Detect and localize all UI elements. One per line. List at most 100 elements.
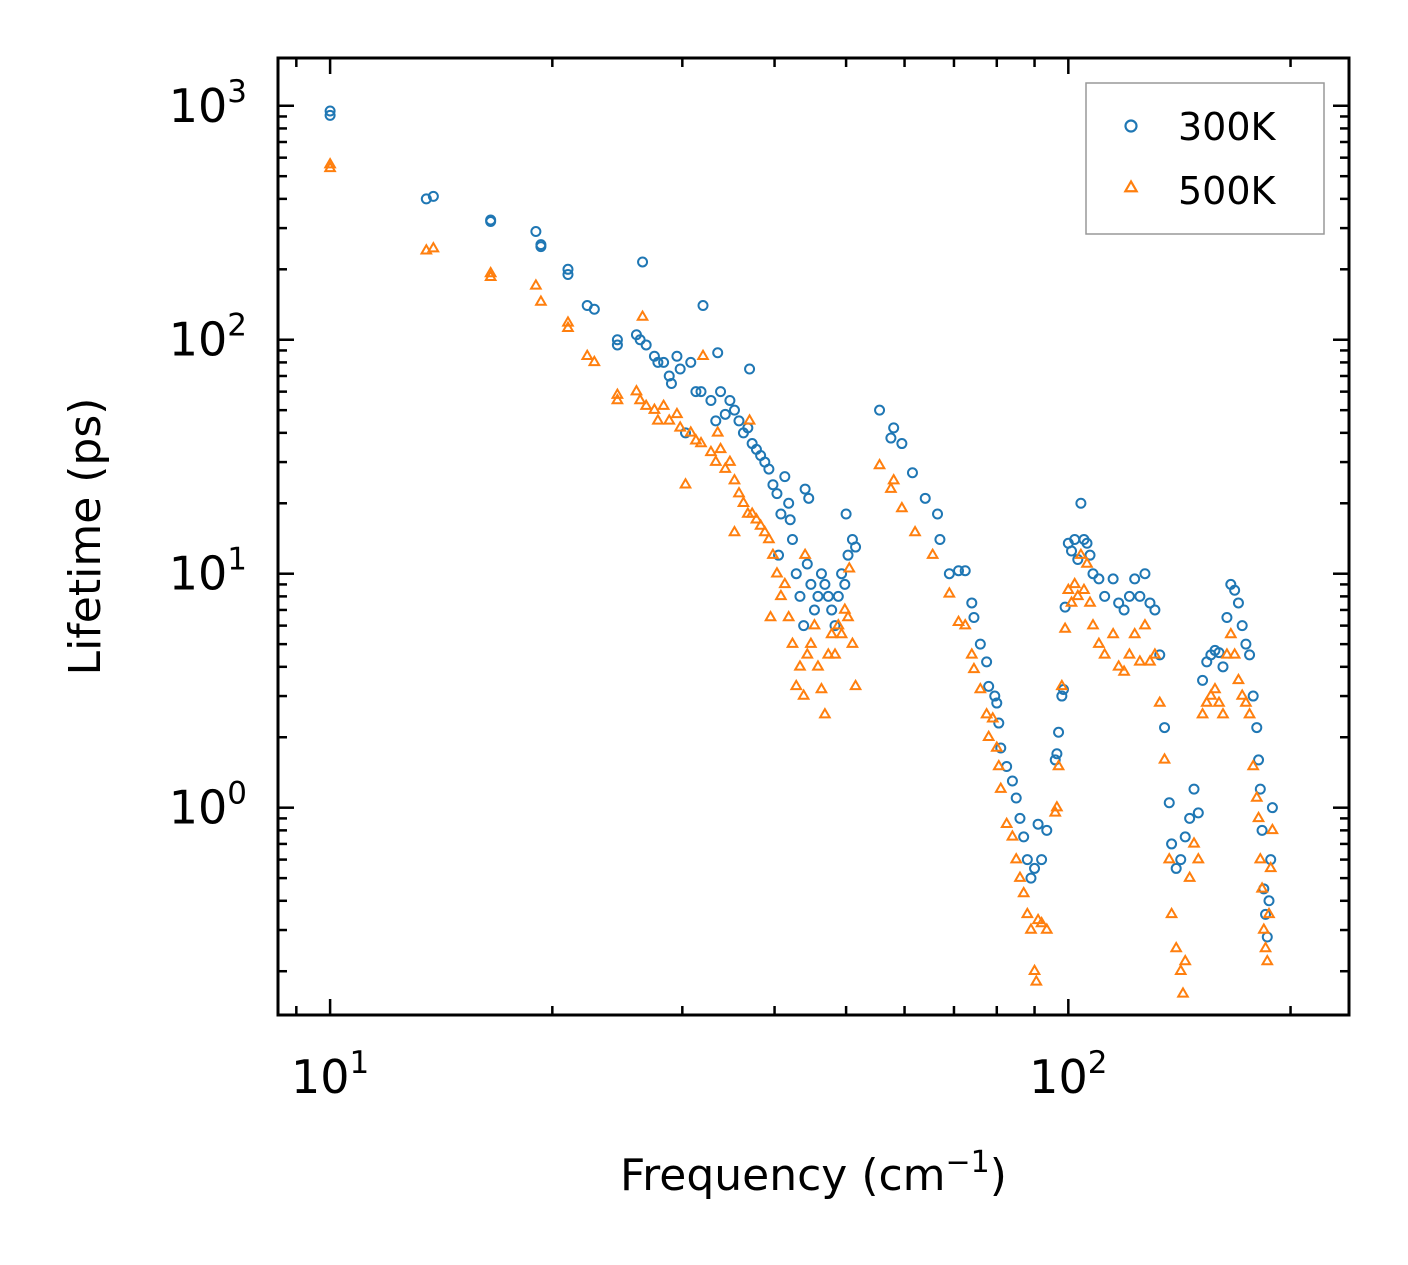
point-300k (959, 565, 971, 577)
point-500k (758, 525, 772, 537)
point-300k (1029, 862, 1041, 874)
point-300k (1032, 818, 1044, 830)
point-300k (324, 109, 336, 121)
point-300k (1014, 812, 1026, 824)
point-500k (1253, 852, 1267, 864)
point-500k (743, 413, 757, 425)
point-500k (1077, 582, 1091, 594)
point-500k (1212, 695, 1226, 707)
point-500k (529, 278, 543, 290)
point-300k (1129, 573, 1141, 585)
point-500k (711, 425, 725, 437)
point-300k (728, 404, 740, 416)
x-axis-title: Frequency (cm−1) (620, 1145, 1007, 1201)
point-300k (783, 497, 795, 509)
point-300k (1263, 895, 1275, 907)
point-500k (804, 636, 818, 648)
point-300k (658, 356, 670, 368)
point-300k (640, 339, 652, 351)
point-500k (1112, 659, 1126, 671)
point-300k (719, 408, 731, 420)
point-300k (794, 590, 806, 602)
point-500k (1174, 963, 1188, 975)
point-500k (1196, 707, 1210, 719)
point-500k (673, 420, 687, 432)
point-500k (610, 387, 624, 399)
point-500k (764, 609, 778, 622)
point-500k (849, 678, 863, 691)
point-300k (1256, 824, 1268, 836)
point-500k (670, 406, 684, 419)
point-500k (797, 688, 811, 700)
legend-label-300k: 300K (1178, 105, 1277, 149)
point-500k (1086, 618, 1100, 630)
point-500k (1191, 852, 1205, 864)
point-500k (1148, 647, 1162, 659)
point-500k (636, 309, 650, 321)
point-500k (1009, 852, 1023, 864)
point-300k (710, 415, 722, 427)
point-300k (1087, 568, 1099, 580)
point-500k (831, 618, 845, 630)
point-500k (704, 444, 718, 457)
point-500k (770, 566, 784, 578)
point-500k (629, 384, 643, 396)
point-300k (1084, 549, 1096, 561)
point-300k (1253, 754, 1265, 766)
point-500k (980, 707, 994, 719)
point-300k (1217, 661, 1229, 673)
point-500k (762, 532, 776, 544)
point-300k (1261, 931, 1273, 943)
point-300k (485, 216, 497, 228)
point-300k (850, 541, 862, 553)
point-500k (1239, 695, 1253, 707)
point-300k (993, 717, 1005, 729)
point-500k (689, 433, 703, 445)
point-300k (530, 226, 542, 238)
point-500k (1020, 906, 1034, 919)
point-300k (819, 578, 831, 590)
point-500k (1260, 954, 1274, 966)
point-500k (1068, 576, 1082, 589)
point-300k (1170, 862, 1182, 874)
point-500k (1074, 547, 1088, 559)
point-300k (535, 239, 547, 251)
point-500k (727, 473, 742, 485)
point-500k (895, 500, 909, 513)
point-500k (534, 294, 548, 306)
point-500k (754, 518, 768, 530)
point-500k (1040, 922, 1054, 934)
point-500k (662, 413, 676, 425)
point-300k (1066, 545, 1078, 557)
point-300k (1036, 854, 1048, 866)
point-300k (1247, 690, 1259, 702)
point-500k (323, 157, 337, 169)
point-500k (1083, 595, 1097, 607)
point-500k (973, 681, 987, 694)
point-300k (822, 590, 834, 602)
point-300k (652, 356, 664, 368)
point-300k (885, 432, 897, 444)
point-500k (1143, 654, 1157, 666)
data-points (323, 105, 1279, 998)
point-300k (840, 508, 852, 520)
point-500k (1013, 870, 1027, 882)
point-300k (803, 492, 815, 504)
point-300k (842, 549, 854, 561)
point-300k (665, 378, 677, 390)
point-300k (1149, 604, 1161, 616)
legend-marker-500k (1123, 179, 1139, 193)
point-300k (1006, 775, 1018, 787)
point-300k (705, 394, 717, 406)
point-500k (818, 707, 832, 719)
point-300k (588, 303, 600, 315)
point-300k (1118, 604, 1130, 616)
point-300k (685, 356, 697, 368)
point-300k (784, 514, 796, 526)
point-300k (1051, 748, 1063, 760)
point-300k (1232, 597, 1244, 609)
point-500k (633, 392, 647, 405)
point-500k (785, 636, 800, 648)
point-500k (723, 454, 737, 466)
